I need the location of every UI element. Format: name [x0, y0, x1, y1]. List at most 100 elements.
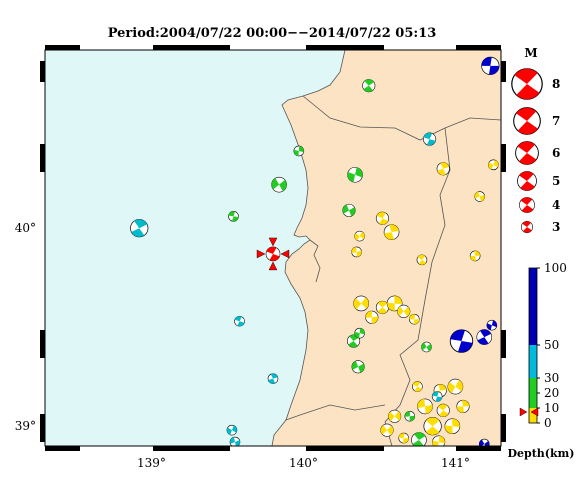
depth-tick-label: 10 — [544, 401, 559, 415]
earthquake-event — [354, 230, 365, 242]
frame-ticks — [40, 45, 506, 451]
earthquake-event — [417, 398, 433, 415]
earthquake-event — [226, 424, 238, 436]
depth-tick-label: 30 — [544, 371, 559, 385]
earthquake-event — [293, 145, 305, 157]
magnitude-legend-symbol — [515, 141, 539, 165]
map-frame — [44, 49, 502, 447]
earthquake-event — [409, 313, 420, 325]
earthquake-event — [476, 329, 493, 345]
magnitude-legend-title: M — [524, 46, 537, 60]
earthquake-event — [411, 432, 427, 446]
magnitude-legend-label: 3 — [552, 220, 560, 234]
magnitude-legend-label: 7 — [552, 114, 560, 128]
earthquake-event — [398, 432, 410, 444]
earthquake-event — [444, 418, 461, 435]
prefecture-boundary-south — [285, 404, 386, 421]
magnitude-legend-symbol — [517, 171, 537, 191]
earthquake-event — [229, 436, 241, 446]
depth-scale-segment — [529, 378, 537, 408]
earthquake-event — [234, 315, 245, 327]
prefecture-boundary-east — [384, 127, 451, 446]
earthquake-event — [436, 403, 450, 417]
magnitude-legend-label: 5 — [552, 174, 560, 188]
earthquake-event — [447, 378, 464, 395]
depth-scale-segment — [529, 268, 537, 345]
latitude-tick-label: 40° — [15, 221, 36, 235]
depth-tick-label: 100 — [544, 261, 567, 275]
map-title: Period:2004/07/22 00:00−−2014/07/22 05:1… — [108, 26, 437, 41]
earthquake-event — [386, 295, 403, 312]
earthquake-event — [354, 327, 365, 339]
map-area — [45, 50, 501, 446]
earthquake-event — [130, 219, 149, 238]
earthquake-event — [383, 224, 400, 240]
earthquake-event — [375, 211, 389, 225]
earthquake-event — [351, 360, 365, 374]
red-triangle-marker — [280, 249, 290, 259]
earthquake-event — [474, 191, 486, 202]
magnitude-legend-label: 8 — [552, 77, 560, 91]
main-event — [256, 237, 290, 271]
earthquake-event — [486, 319, 498, 331]
main-event-depth-marker — [530, 407, 539, 417]
longitude-tick-label: 141° — [441, 456, 470, 470]
earthquake-event — [431, 391, 443, 402]
earthquake-event — [271, 176, 287, 193]
magnitude-legend-symbol — [513, 107, 541, 135]
earthquake-event — [481, 56, 500, 75]
axis-labels: 40° 39° 139° 140° 141° — [15, 221, 470, 470]
earthquake-event — [416, 254, 428, 266]
earthquake-event — [421, 341, 432, 353]
depth-scale-segment — [529, 408, 537, 423]
earthquake-event — [267, 373, 279, 384]
earthquake-event — [423, 132, 437, 146]
earthquake-event — [412, 381, 423, 392]
earthquake-event — [423, 417, 442, 436]
earthquake-event — [469, 250, 481, 262]
magnitude-legend-label: 6 — [552, 146, 560, 160]
earthquake-event — [342, 203, 356, 217]
longitude-tick-label: 139° — [137, 456, 166, 470]
main-event-depth-marker — [519, 407, 528, 417]
red-triangle-marker — [268, 237, 278, 247]
earthquake-event — [351, 246, 362, 258]
prefecture-boundary-north — [302, 95, 501, 141]
earthquake-event — [456, 399, 470, 413]
earthquake-event — [432, 435, 446, 446]
land-area — [271, 50, 501, 446]
depth-scale-label: Depth(km) — [508, 447, 575, 460]
earthquake-event — [347, 166, 363, 183]
earthquake-event — [397, 304, 411, 318]
red-triangle-marker — [268, 261, 278, 271]
earthquake-event — [353, 295, 369, 312]
earthquake-event — [228, 211, 239, 222]
longitude-tick-label: 140° — [289, 456, 318, 470]
earthquake-event — [365, 310, 379, 324]
depth-scale-segment — [529, 345, 537, 378]
earthquake-event — [380, 423, 394, 437]
earthquake-event — [362, 79, 376, 93]
magnitude-legend-symbol — [519, 197, 535, 213]
earthquake-event — [478, 438, 490, 446]
earthquake-events — [130, 56, 500, 446]
depth-tick-label: 0 — [544, 416, 552, 430]
earthquake-event — [488, 159, 499, 171]
earthquake-event — [404, 410, 416, 422]
magnitude-legend-symbol — [520, 221, 533, 234]
latitude-tick-label: 39° — [15, 419, 36, 433]
earthquake-event — [449, 329, 474, 353]
coastline-hachirogata — [309, 239, 321, 283]
magnitude-legend-symbol — [511, 68, 543, 100]
main-event-mechanism — [265, 246, 281, 262]
earthquake-event — [436, 162, 450, 176]
red-triangle-marker — [256, 249, 266, 259]
depth-tick-label: 20 — [544, 386, 559, 400]
earthquake-event — [347, 334, 361, 348]
magnitude-legend: M 8 7 6 5 4 3 — [511, 46, 560, 234]
depth-tick-label: 50 — [544, 338, 559, 352]
earthquake-event — [388, 409, 402, 423]
magnitude-legend-label: 4 — [552, 198, 560, 212]
